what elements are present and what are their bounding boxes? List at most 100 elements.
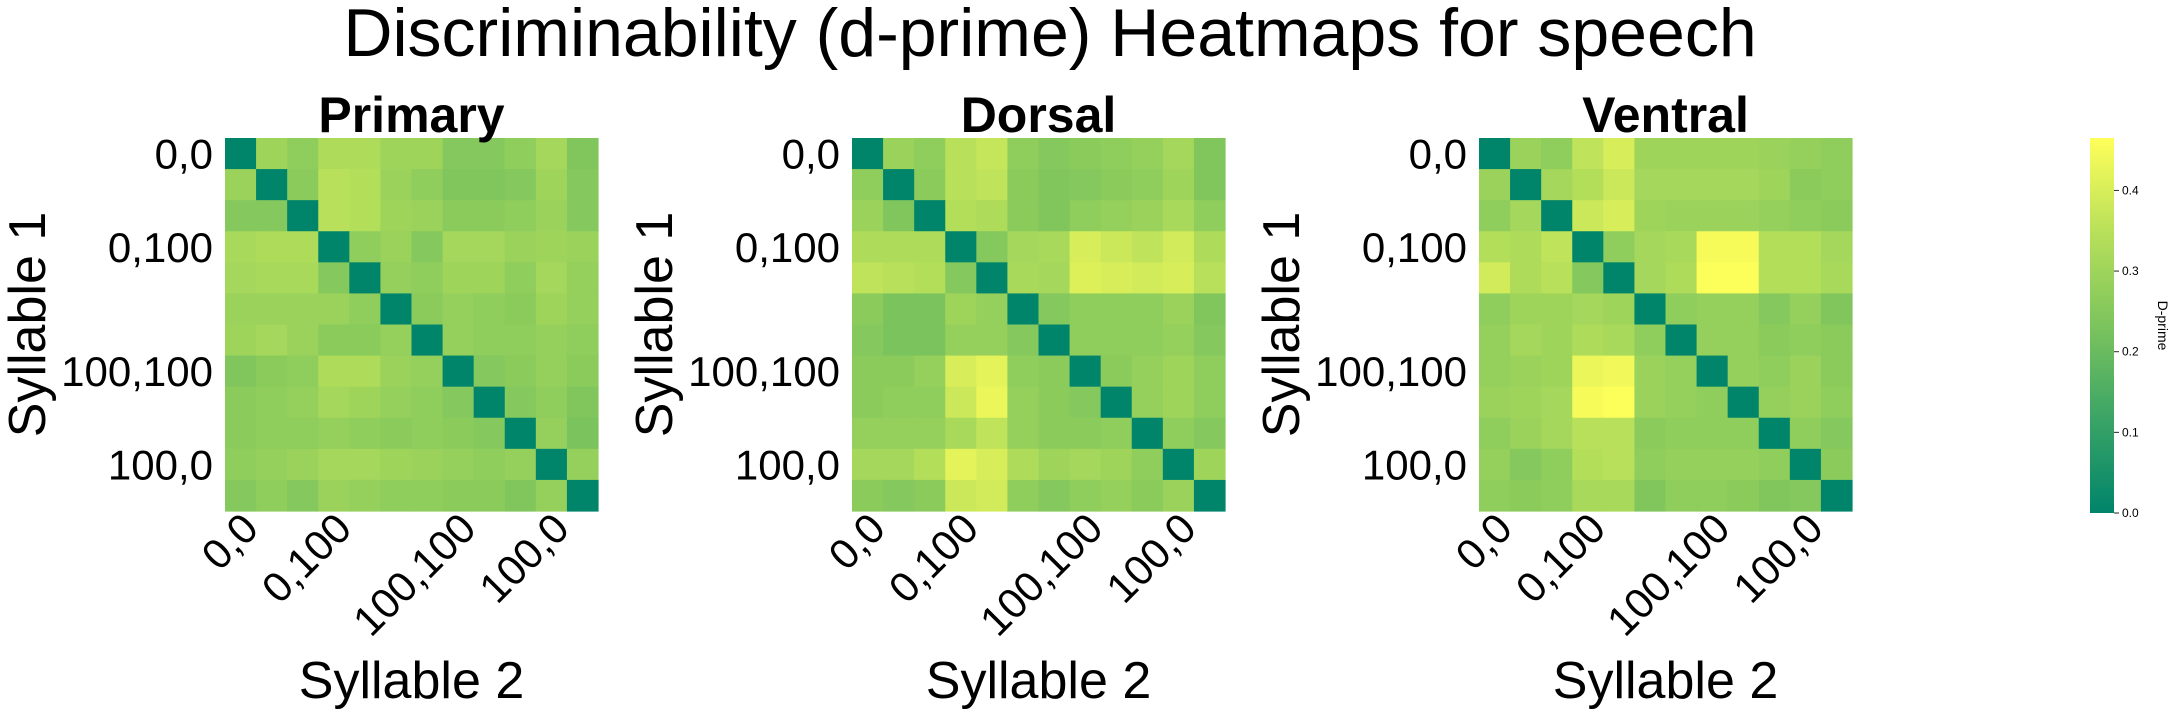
heatmap-cell [1727,138,1760,170]
heatmap-cell [1038,355,1071,388]
heatmap-cell [1162,448,1195,481]
heatmap-cell [442,448,475,481]
heatmap-cell [1038,138,1071,170]
heatmap-cell [1789,386,1822,419]
heatmap-cell [1162,293,1195,326]
heatmap-cell [473,262,506,295]
heatmap-cell [1131,386,1164,419]
heatmap-cell [1131,262,1164,295]
heatmap-cell [1510,324,1542,357]
heatmap-cell [256,324,288,357]
heatmap-cell [1572,262,1604,295]
heatmap-cell [442,262,475,295]
heatmap-cell [945,262,977,295]
heatmap-cell [1603,262,1636,295]
heatmap-cell [1727,200,1760,232]
heatmap-cell [287,448,319,481]
heatmap-cell [473,479,506,512]
heatmap-cell [1510,169,1542,201]
heatmap-cell [945,386,977,419]
heatmap-cell [535,324,568,357]
heatmap-cell [1193,417,1226,450]
heatmap-cell [442,417,475,450]
heatmap-cell [442,231,475,263]
y-tick-label: 0,0 [1409,131,1467,178]
heatmap-cell [1572,169,1604,201]
heatmap-cell [473,231,506,263]
heatmap-cell [535,138,568,170]
heatmap-cell [1038,324,1071,357]
heatmap-cell [945,169,977,201]
heatmap-cell [1820,355,1853,388]
heatmap-cell [349,169,382,201]
heatmap-cell [349,386,382,419]
heatmap-cell [411,479,444,512]
heatmap-cell [1820,231,1853,263]
heatmap-cell [976,200,1009,232]
heatmap-cell [1007,386,1040,419]
heatmap-cell [1510,262,1542,295]
heatmap-cell [1007,479,1040,512]
heatmap-cell [566,293,599,326]
heatmap-cell [1696,479,1729,512]
heatmap-cell [1100,138,1133,170]
heatmap-cell [1479,231,1511,263]
heatmap-cell [1758,355,1791,388]
heatmap-cell [1634,293,1667,326]
heatmap-cell [1162,169,1195,201]
heatmap-cell [225,479,257,512]
heatmap-cell [1038,417,1071,450]
heatmap-cell [945,324,977,357]
heatmap-cell [1634,138,1667,170]
heatmap-cell [945,355,977,388]
heatmap-cell [318,200,350,232]
heatmap-cell [1789,262,1822,295]
heatmap-cell [1007,200,1040,232]
colorbar-tick-label: 0.4 [2122,183,2139,197]
heatmap-cell [1007,231,1040,263]
heatmap-cell [1541,448,1573,481]
heatmap-cell [256,479,288,512]
heatmap-cell [914,417,946,450]
heatmap-cell [1479,386,1511,419]
heatmap-cell [318,324,350,357]
heatmap-cell [1634,200,1667,232]
heatmap-cell [256,262,288,295]
heatmap-cell [473,386,506,419]
heatmap-cell [225,138,257,170]
heatmap-cell [1696,386,1729,419]
panel-title: Primary [318,87,504,143]
heatmap-cell [1789,169,1822,201]
heatmap-cell [1038,200,1071,232]
heatmap-cell [1069,417,1102,450]
heatmap-cell [1727,417,1760,450]
heatmap-cell [852,386,884,419]
heatmap-cell [976,479,1009,512]
heatmap-cell [852,479,884,512]
heatmap-cell [1665,448,1698,481]
heatmap-cell [1069,169,1102,201]
heatmap-cell [1696,169,1729,201]
heatmap-cell [883,479,915,512]
heatmap-cell [349,417,382,450]
heatmap-cell [1789,293,1822,326]
heatmap-cell [1572,200,1604,232]
x-tick-label: 100,100 [344,504,485,645]
heatmap-cell [535,448,568,481]
heatmap-cell [1541,324,1573,357]
heatmap-cell [1820,324,1853,357]
heatmap-cell [1541,138,1573,170]
heatmap-cell [256,138,288,170]
heatmap-cell [1038,231,1071,263]
heatmap-cell [945,293,977,326]
heatmap-cell [535,417,568,450]
heatmap-cell [1131,448,1164,481]
heatmap-cell [566,262,599,295]
heatmap-cell [380,479,413,512]
heatmap-cell [349,479,382,512]
heatmap-cell [1758,293,1791,326]
heatmap-cell [1634,386,1667,419]
heatmap-cell [1007,355,1040,388]
heatmap-cell [1038,169,1071,201]
heatmap-cell [380,417,413,450]
